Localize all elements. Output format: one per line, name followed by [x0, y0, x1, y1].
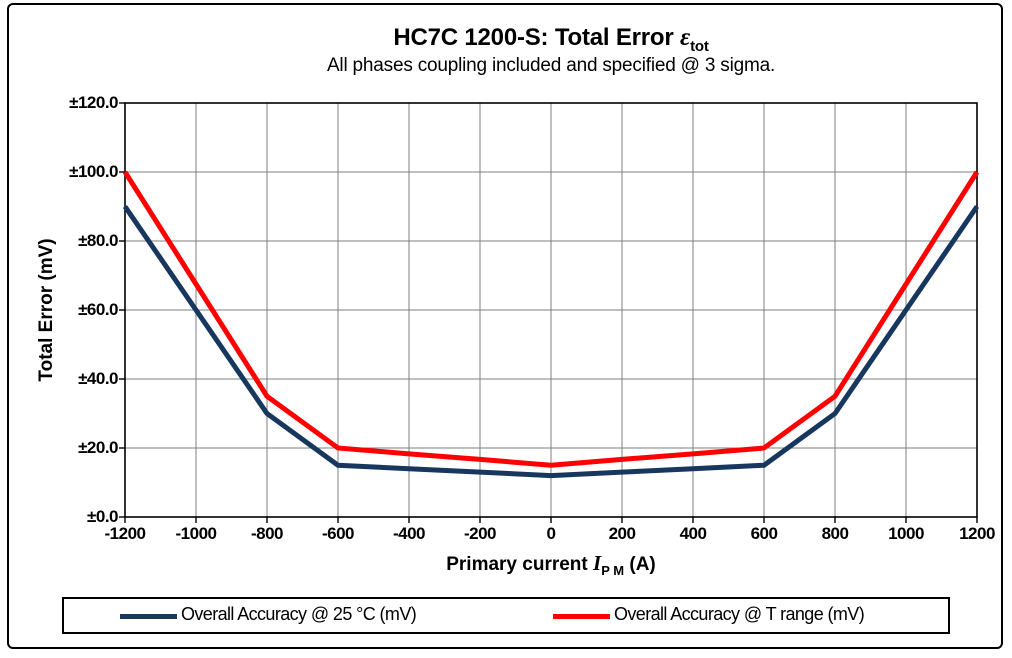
x-axis-title-subscript: P M — [601, 562, 625, 578]
x-tick-label: -600 — [321, 524, 355, 543]
epsilon-symbol: ε — [680, 24, 691, 51]
y-tick-label: ±100.0 — [69, 162, 118, 181]
chart-title-text: HC7C 1200-S: Total Error — [393, 24, 680, 51]
x-tick-label: -400 — [392, 524, 426, 543]
x-axis-title-text: Primary current — [446, 554, 594, 575]
y-tick-label: ±80.0 — [78, 231, 118, 250]
legend-line-25c — [120, 614, 177, 619]
x-axis-title-unit: (A) — [624, 554, 656, 575]
x-tick-label: 800 — [821, 524, 849, 543]
y-tick-label: ±0.0 — [87, 507, 118, 526]
legend-label-trange: Overall Accuracy @ T range (mV) — [614, 604, 865, 624]
chart-title-subscript: tot — [690, 37, 709, 55]
chart-frame — [7, 3, 1003, 649]
chart-title: HC7C 1200-S: Total Error εtot — [125, 24, 977, 55]
current-symbol: I — [593, 551, 602, 575]
legend: Overall Accuracy @ 25 °C (mV) Overall Ac… — [62, 597, 950, 634]
y-tick-label: ±60.0 — [78, 300, 118, 319]
x-tick-label: 400 — [679, 524, 707, 543]
y-tick-label: ±120.0 — [69, 93, 118, 112]
x-tick-label: -200 — [463, 524, 497, 543]
x-tick-label: 600 — [750, 524, 778, 543]
legend-label-25c: Overall Accuracy @ 25 °C (mV) — [181, 604, 417, 624]
legend-line-trange — [553, 614, 610, 619]
y-tick-label: ±40.0 — [78, 369, 118, 388]
series-line-25c — [122, 205, 980, 479]
x-tick-label: 0 — [546, 524, 556, 543]
x-tick-label: 1000 — [888, 524, 924, 543]
chart-subtitle: All phases coupling included and specifi… — [326, 55, 776, 76]
x-tick-label: 200 — [608, 524, 636, 543]
x-tick-label: -1000 — [175, 524, 217, 543]
x-tick-label: -1200 — [104, 524, 146, 543]
y-tick-label: ±20.0 — [78, 438, 118, 457]
x-tick-label: -800 — [250, 524, 284, 543]
x-axis-title: Primary current IP M (A) — [125, 551, 977, 578]
series-line-trange — [122, 170, 980, 468]
x-tick-label: 1200 — [959, 524, 995, 543]
